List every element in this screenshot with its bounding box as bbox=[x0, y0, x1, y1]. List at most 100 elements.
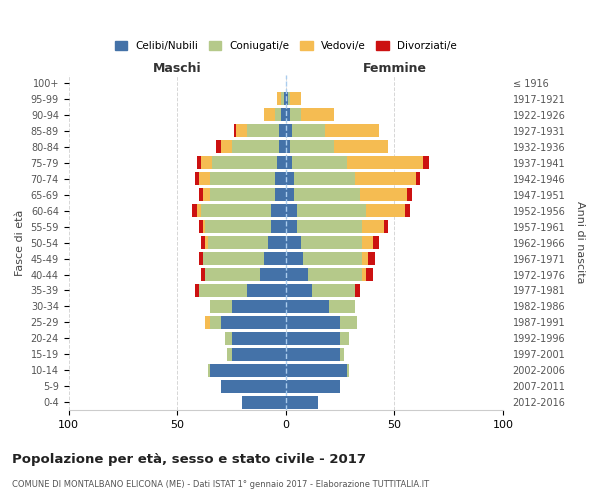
Bar bbox=[286, 284, 312, 297]
Bar bbox=[325, 124, 379, 137]
Bar bbox=[203, 188, 210, 201]
Bar bbox=[279, 124, 286, 137]
Bar bbox=[199, 172, 210, 185]
Bar bbox=[201, 268, 205, 281]
Bar bbox=[312, 284, 355, 297]
Bar bbox=[201, 204, 271, 217]
Bar bbox=[193, 204, 197, 217]
Bar bbox=[286, 124, 292, 137]
Bar bbox=[221, 380, 286, 392]
Bar bbox=[359, 188, 407, 201]
Bar bbox=[303, 252, 362, 265]
Bar bbox=[295, 172, 355, 185]
Bar bbox=[296, 204, 366, 217]
Bar bbox=[286, 396, 319, 408]
Bar bbox=[362, 252, 368, 265]
Bar bbox=[286, 268, 308, 281]
Bar bbox=[271, 204, 286, 217]
Bar bbox=[199, 188, 203, 201]
Bar bbox=[366, 204, 405, 217]
Bar bbox=[355, 284, 359, 297]
Bar bbox=[227, 348, 232, 361]
Bar bbox=[308, 268, 362, 281]
Text: Maschi: Maschi bbox=[153, 62, 202, 75]
Bar bbox=[288, 92, 290, 105]
Bar bbox=[260, 268, 286, 281]
Bar bbox=[208, 364, 210, 376]
Bar bbox=[194, 284, 199, 297]
Bar bbox=[197, 204, 201, 217]
Bar bbox=[221, 140, 232, 153]
Bar bbox=[232, 332, 286, 345]
Bar bbox=[281, 92, 284, 105]
Bar bbox=[284, 92, 286, 105]
Bar bbox=[210, 300, 232, 313]
Bar bbox=[286, 348, 340, 361]
Bar bbox=[199, 220, 203, 233]
Bar bbox=[208, 236, 268, 249]
Bar bbox=[347, 156, 422, 169]
Bar bbox=[295, 188, 359, 201]
Bar bbox=[281, 108, 286, 121]
Bar bbox=[362, 220, 383, 233]
Bar bbox=[286, 92, 288, 105]
Text: Femmine: Femmine bbox=[362, 62, 427, 75]
Bar bbox=[362, 268, 366, 281]
Bar bbox=[264, 252, 286, 265]
Bar bbox=[210, 188, 275, 201]
Y-axis label: Anni di nascita: Anni di nascita bbox=[575, 202, 585, 284]
Bar bbox=[340, 316, 358, 329]
Bar bbox=[205, 220, 271, 233]
Bar bbox=[286, 364, 347, 376]
Bar bbox=[205, 236, 208, 249]
Bar bbox=[201, 236, 205, 249]
Bar bbox=[205, 316, 210, 329]
Bar bbox=[233, 124, 236, 137]
Bar bbox=[407, 188, 412, 201]
Bar bbox=[286, 188, 295, 201]
Bar bbox=[286, 300, 329, 313]
Bar bbox=[199, 284, 247, 297]
Bar bbox=[366, 268, 373, 281]
Legend: Celibi/Nubili, Coniugati/e, Vedovi/e, Divorziati/e: Celibi/Nubili, Coniugati/e, Vedovi/e, Di… bbox=[110, 36, 461, 55]
Bar bbox=[199, 252, 203, 265]
Bar bbox=[286, 140, 290, 153]
Bar bbox=[292, 156, 347, 169]
Bar bbox=[194, 172, 199, 185]
Bar bbox=[197, 156, 201, 169]
Bar bbox=[286, 316, 340, 329]
Bar bbox=[275, 172, 286, 185]
Bar bbox=[368, 252, 375, 265]
Bar bbox=[286, 252, 303, 265]
Bar bbox=[301, 236, 362, 249]
Bar bbox=[383, 220, 388, 233]
Bar bbox=[286, 220, 296, 233]
Bar bbox=[290, 92, 301, 105]
Bar bbox=[268, 236, 286, 249]
Bar bbox=[286, 108, 290, 121]
Bar bbox=[405, 204, 410, 217]
Y-axis label: Fasce di età: Fasce di età bbox=[15, 210, 25, 276]
Bar bbox=[286, 236, 301, 249]
Bar bbox=[232, 140, 279, 153]
Bar bbox=[286, 380, 340, 392]
Bar bbox=[205, 268, 260, 281]
Bar bbox=[290, 140, 334, 153]
Bar bbox=[201, 156, 212, 169]
Bar bbox=[340, 348, 344, 361]
Text: Popolazione per età, sesso e stato civile - 2017: Popolazione per età, sesso e stato civil… bbox=[12, 452, 366, 466]
Bar bbox=[290, 108, 301, 121]
Bar bbox=[286, 204, 296, 217]
Bar bbox=[292, 124, 325, 137]
Bar bbox=[277, 156, 286, 169]
Bar bbox=[271, 220, 286, 233]
Bar bbox=[203, 252, 264, 265]
Bar bbox=[236, 124, 247, 137]
Bar bbox=[221, 316, 286, 329]
Bar bbox=[373, 236, 379, 249]
Bar bbox=[203, 220, 205, 233]
Bar bbox=[210, 364, 286, 376]
Bar bbox=[242, 396, 286, 408]
Bar bbox=[279, 140, 286, 153]
Bar bbox=[286, 156, 292, 169]
